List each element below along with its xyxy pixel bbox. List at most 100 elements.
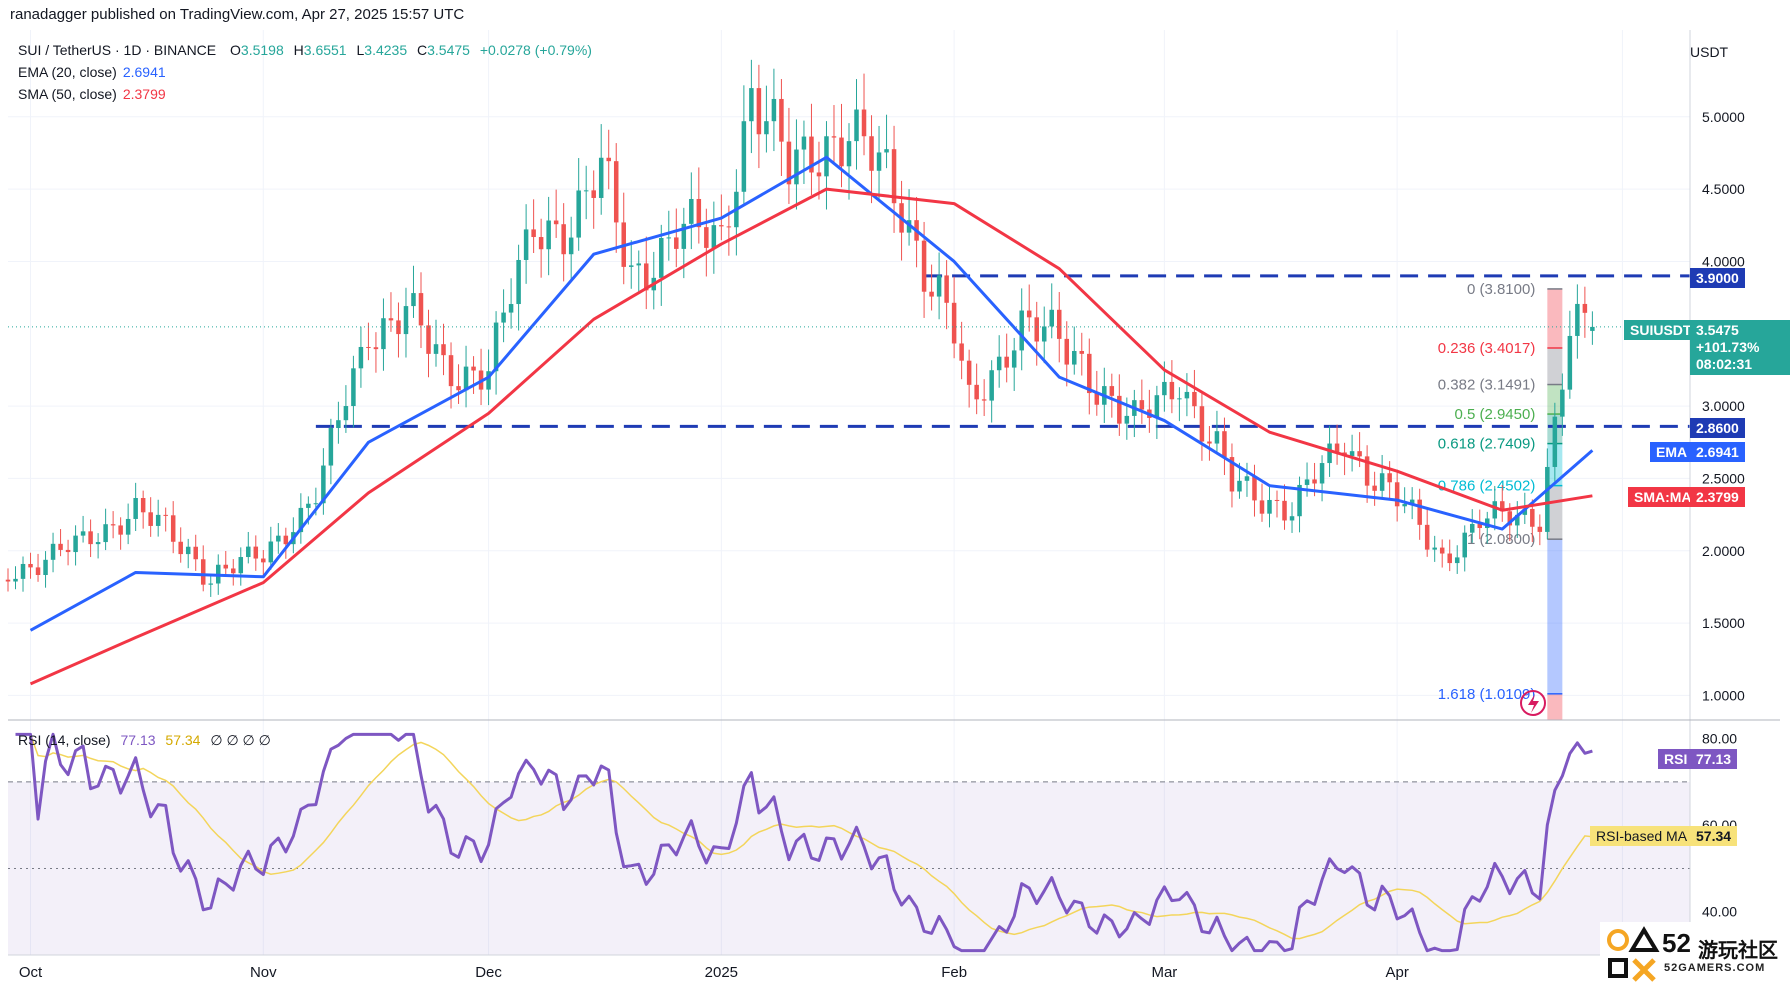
symbol-timer: 08:02:31	[1696, 356, 1753, 372]
candle-body	[381, 318, 386, 350]
candle	[463, 345, 469, 408]
candle-body	[786, 141, 792, 185]
candle-body	[283, 535, 289, 545]
candle	[1394, 469, 1400, 522]
candle	[666, 210, 672, 261]
candle-body	[981, 399, 987, 401]
candle	[1379, 454, 1385, 500]
candle	[28, 552, 33, 579]
candle-body	[1454, 557, 1460, 564]
candle	[13, 566, 18, 590]
candle-body	[1432, 547, 1437, 550]
candle	[786, 107, 792, 204]
candle-body	[1041, 326, 1047, 342]
candle	[1087, 338, 1092, 415]
candle-body	[463, 366, 469, 391]
candle	[583, 165, 589, 220]
candle-body	[1056, 309, 1062, 339]
candle	[396, 302, 401, 358]
candle-body	[591, 190, 596, 198]
candle	[1282, 484, 1287, 530]
fib-level-label: 0.618 (2.7409)	[1438, 436, 1536, 453]
candle-body	[411, 293, 416, 307]
candle	[493, 311, 499, 395]
candle-body	[1049, 309, 1054, 327]
ema-legend[interactable]: EMA (20, close) 2.6941	[18, 64, 166, 80]
fib-level-label: 1.618 (1.0109)	[1438, 686, 1536, 703]
candle	[1072, 326, 1077, 375]
candle-body	[719, 225, 724, 227]
rsi-tag: RSI	[1658, 749, 1694, 769]
candle	[846, 123, 852, 200]
candle-body	[388, 318, 394, 321]
symbol-legend[interactable]: SUI / TetherUS · 1D · BINANCE O3.5198 H3…	[18, 42, 592, 58]
candle-body	[426, 325, 431, 354]
candle-body	[1349, 451, 1355, 457]
candle	[1079, 332, 1085, 376]
candle-body	[659, 237, 664, 278]
candle-body	[1222, 431, 1227, 458]
fib-band	[1547, 539, 1563, 694]
candle-body	[583, 190, 589, 192]
candle-body	[1282, 500, 1287, 521]
candle-body	[1515, 514, 1520, 526]
candle-body	[689, 198, 694, 224]
candle-body	[1417, 499, 1422, 525]
candle-body	[433, 344, 439, 354]
candle	[1567, 310, 1573, 399]
candle-body	[200, 559, 206, 585]
candle	[20, 556, 26, 592]
candle-body	[231, 568, 236, 574]
candle	[65, 539, 71, 566]
candle	[411, 265, 416, 318]
candle-body	[696, 198, 702, 228]
candle	[951, 276, 957, 359]
rsi-legend[interactable]: RSI (14, close) 77.13 57.34 ∅ ∅ ∅ ∅	[18, 732, 271, 749]
candle-body	[238, 557, 244, 574]
fib-level-label: 0.236 (3.4017)	[1438, 340, 1536, 357]
candle	[418, 272, 424, 349]
candle-body	[223, 564, 229, 569]
candle-body	[951, 302, 957, 344]
candle-body	[1492, 501, 1498, 519]
candle-body	[1177, 398, 1182, 400]
candle-body	[351, 368, 356, 407]
candle	[1207, 425, 1212, 461]
candle	[553, 189, 559, 238]
candle-body	[959, 343, 964, 361]
fib-band	[1547, 485, 1563, 540]
candle	[981, 379, 987, 417]
candle-body	[1026, 310, 1032, 318]
candle	[1132, 389, 1137, 438]
candle-body	[1011, 350, 1017, 368]
candle	[253, 535, 259, 571]
candle-body	[80, 531, 86, 536]
candle-body	[1439, 547, 1445, 554]
candle-body	[929, 291, 934, 297]
candle	[1417, 488, 1422, 540]
rsi-tick-label: 80.00	[1702, 731, 1737, 747]
rsi-value-tag: 77.13	[1690, 749, 1738, 769]
currency-label[interactable]: USDT	[1690, 44, 1729, 60]
sma-legend[interactable]: SMA (50, close) 2.3799	[18, 86, 166, 102]
candle	[1139, 379, 1145, 424]
price-tick-label: 2.5000	[1702, 470, 1745, 486]
candle	[200, 545, 206, 592]
candle	[35, 553, 41, 582]
candle	[779, 79, 784, 176]
candle	[771, 68, 777, 152]
candle	[1469, 509, 1475, 543]
candle-body	[1409, 499, 1415, 505]
fib-band	[1547, 347, 1563, 385]
candle	[1342, 442, 1347, 476]
candle	[1462, 525, 1467, 572]
candle-body	[666, 237, 672, 239]
candle-body	[869, 136, 874, 171]
candle	[891, 125, 897, 233]
candle-body	[336, 420, 341, 429]
candle	[155, 499, 161, 537]
candle-body	[313, 503, 319, 505]
candle	[1267, 486, 1272, 528]
candle	[103, 508, 108, 551]
